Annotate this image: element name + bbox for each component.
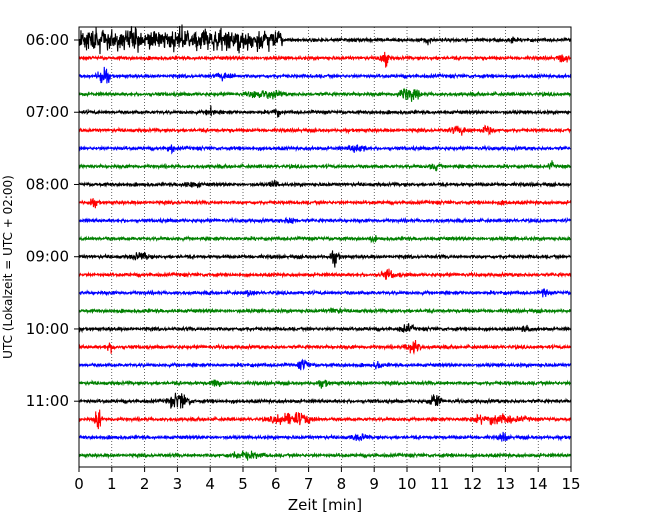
trace-0645 xyxy=(78,87,572,102)
y-tick-label: 06:00 xyxy=(26,31,69,49)
trace-1015 xyxy=(78,340,572,356)
x-tick-label: 8 xyxy=(337,475,347,493)
trace-0915 xyxy=(78,268,572,280)
x-tick-label: 11 xyxy=(430,475,449,493)
x-tick-label: 4 xyxy=(205,475,215,493)
x-tick-label: 12 xyxy=(463,475,482,493)
x-axis-ticks: 0 1 2 3 4 5 6 7 8 9 10 11 12 13 14 15 xyxy=(74,467,581,493)
trace-0700 xyxy=(78,105,572,118)
x-tick-label: 14 xyxy=(529,475,548,493)
trace-0615 xyxy=(78,51,572,68)
y-axis-label: UTC (Lokalzeit = UTC + 02:00) xyxy=(1,175,15,359)
trace-0715 xyxy=(78,124,572,136)
trace-0830 xyxy=(78,216,572,225)
plot-frame xyxy=(78,26,572,468)
trace-0845 xyxy=(78,234,572,244)
trace-1100 xyxy=(78,392,572,409)
x-tick-label: 2 xyxy=(140,475,150,493)
trace-0815 xyxy=(78,198,572,209)
y-tick-label: 07:00 xyxy=(26,103,69,121)
trace-1145 xyxy=(78,450,572,461)
trace-0930 xyxy=(78,288,572,298)
trace-0730 xyxy=(78,144,572,155)
x-tick-label: 10 xyxy=(397,475,416,493)
trace-1115 xyxy=(78,409,572,430)
x-tick-label: 15 xyxy=(561,475,580,493)
trace-1045 xyxy=(78,379,572,389)
x-tick-label: 6 xyxy=(271,475,281,493)
trace-1130 xyxy=(78,431,572,442)
x-tick-label: 13 xyxy=(496,475,515,493)
y-axis-ticks: 06:00 07:00 08:00 09:00 10:00 11:00 xyxy=(26,31,79,410)
trace-0745 xyxy=(78,160,572,172)
trace-0600 xyxy=(78,24,572,55)
y-tick-label: 10:00 xyxy=(26,320,69,338)
x-tick-label: 5 xyxy=(238,475,248,493)
x-tick-label: 7 xyxy=(304,475,314,493)
trace-0900 xyxy=(78,250,572,268)
trace-0945 xyxy=(78,306,572,315)
y-tick-label: 11:00 xyxy=(26,392,69,410)
x-tick-label: 3 xyxy=(173,475,183,493)
trace-1030 xyxy=(78,358,572,371)
trace-0800 xyxy=(78,178,572,189)
y-tick-label: 08:00 xyxy=(26,175,69,193)
trace-0630 xyxy=(78,66,572,84)
seismic-traces xyxy=(78,24,572,461)
x-tick-label: 9 xyxy=(369,475,379,493)
x-axis-label: Zeit [min] xyxy=(288,496,362,514)
trace-1000 xyxy=(78,323,572,334)
y-tick-label: 09:00 xyxy=(26,248,69,266)
grid-lines xyxy=(111,27,539,467)
x-tick-label: 0 xyxy=(74,475,84,493)
x-tick-label: 1 xyxy=(107,475,117,493)
